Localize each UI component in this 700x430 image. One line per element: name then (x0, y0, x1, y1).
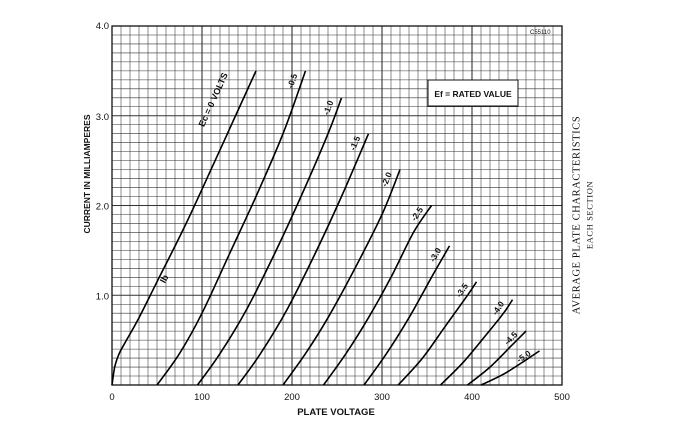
y-tick-labels: 1.0 2.0 3.0 4.0 (96, 21, 109, 302)
curve-line (111, 70, 257, 386)
annotation-text: Ef = RATED VALUE (434, 89, 512, 99)
curve-line (467, 330, 527, 386)
x-tick-label: 400 (464, 392, 480, 403)
curve-label: -1.5 (347, 134, 362, 152)
curve-line (282, 169, 401, 386)
x-tick-label: 200 (284, 392, 300, 403)
curve-label: -4.0 (490, 299, 507, 317)
y-tick-label: 2.0 (96, 202, 109, 213)
x-axis-label: PLATE VOLTAGE (297, 407, 375, 418)
curve-label: -2.5 (409, 205, 426, 223)
y-tick-label: 1.0 (96, 291, 109, 302)
y-tick-label: 4.0 (96, 21, 109, 32)
curve-line (363, 245, 451, 386)
reference-code: C55110 (530, 30, 551, 36)
chart-subtitle: EACH SECTION (584, 180, 595, 250)
curve-line (237, 133, 370, 386)
y-tick-label: 3.0 (96, 112, 109, 123)
curve-line (322, 205, 433, 386)
ib-label: Ib (158, 273, 171, 285)
curve-label: -5.0 (515, 348, 533, 365)
annotation-box (427, 79, 519, 107)
chart-title: AVERAGE PLATE CHARACTERISTICS (571, 115, 583, 315)
curve-line (156, 70, 307, 386)
x-tick-label: 100 (194, 392, 210, 403)
curve-line (196, 97, 343, 386)
curves-layer (111, 70, 540, 386)
x-tick-label: 500 (554, 392, 570, 403)
curve-label: -2.0 (379, 170, 394, 188)
curve-label: -0.5 (285, 72, 299, 89)
plot-frame (111, 25, 563, 386)
curve-line (439, 299, 514, 386)
curve-line (480, 350, 540, 386)
curve-label: -1.0 (321, 99, 336, 116)
curve-labels: Ec = 0 VOLTS -0.5-1.0-1.5-2.0-2.5-3.0-3.5… (158, 71, 533, 365)
y-axis-label: CURRENT IN MILLIAMPERES (82, 114, 92, 233)
x-tick-labels: 0 100 200 300 400 500 (109, 392, 570, 403)
curve-label: -3.5 (454, 281, 471, 299)
x-tick-label: 300 (374, 392, 390, 403)
curve-line (397, 281, 478, 386)
x-tick-label: 0 (109, 392, 114, 403)
